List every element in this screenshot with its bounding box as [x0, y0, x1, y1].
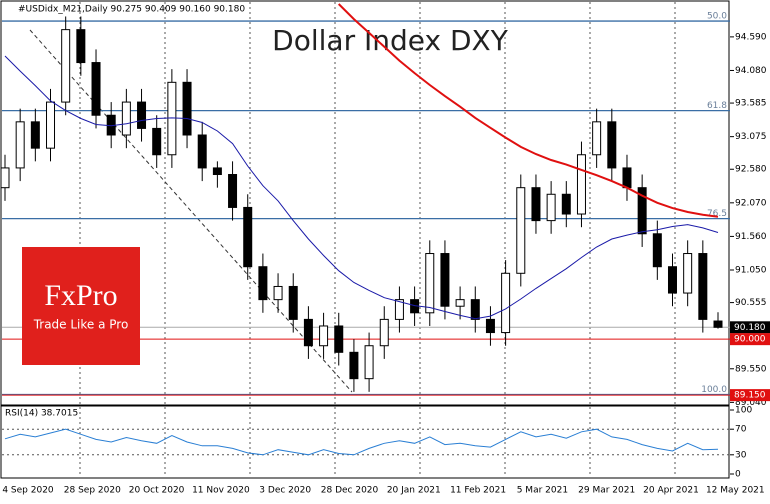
price-label-box: [730, 389, 770, 402]
candle-body: [0, 167, 10, 189]
candle-body: [592, 121, 602, 156]
candle-body: [30, 121, 40, 149]
candle-body: [531, 187, 541, 222]
candle-body: [698, 253, 708, 320]
candle-body: [455, 299, 465, 307]
candle-body: [561, 193, 571, 215]
vertical-grid: [79, 2, 676, 477]
candle-body: [303, 318, 313, 347]
x-tick-label: 20 Jan 2021: [387, 486, 441, 496]
y-tick-label: 91.050: [735, 266, 767, 276]
x-tick-label: 4 Sep 2020: [2, 486, 54, 496]
y-tick-label: 94.080: [735, 66, 767, 76]
rsi-label: RSI(14) 38.7015: [5, 409, 78, 419]
candle-body: [683, 253, 693, 294]
candle-body: [516, 187, 526, 274]
y-tick-label: 89.550: [735, 364, 767, 374]
logo-box: [22, 247, 140, 365]
candle-body: [470, 299, 480, 320]
candle-body: [243, 206, 253, 268]
candle-body: [319, 325, 329, 347]
rsi-panel: [0, 405, 730, 479]
candle-body: [546, 193, 556, 222]
fib-label: 61.8: [707, 101, 727, 111]
ma-line: [4, 55, 719, 320]
x-tick-label: 3 Dec 2020: [259, 486, 311, 496]
x-tick-label: 29 Mar 2021: [578, 486, 635, 496]
price-label-box: [730, 333, 770, 346]
candle-body: [288, 285, 298, 320]
candle-body: [713, 320, 723, 328]
candle-body: [212, 167, 222, 176]
logo-brand: FxPro: [44, 279, 117, 312]
y-tick-label: 91.560: [735, 232, 767, 242]
x-tick-label: 20 Oct 2020: [129, 486, 185, 496]
candle-body: [91, 62, 101, 116]
candle-body: [15, 121, 25, 169]
price-label: 90.180: [734, 323, 766, 333]
candle-body: [182, 81, 192, 136]
rsi-tick-label: 100: [735, 406, 752, 416]
candle-body: [228, 174, 238, 208]
candle-body: [394, 299, 404, 320]
ma-line: [4, 428, 719, 456]
candle-body: [349, 351, 359, 380]
candle-body: [622, 167, 632, 189]
candle-body: [667, 266, 677, 294]
candle-body: [197, 134, 207, 169]
rsi-tick-label: 0: [735, 470, 741, 480]
y-tick-label: 92.580: [735, 165, 767, 175]
price-label: 90.000: [734, 335, 766, 345]
x-tick-label: 5 Mar 2021: [517, 486, 568, 496]
y-tick-label: 94.590: [735, 32, 767, 42]
x-tick-label: 11 Nov 2020: [192, 486, 250, 496]
price-label: 89.150: [734, 391, 766, 401]
x-tick-label: 12 May 2021: [706, 486, 765, 496]
candle-body: [167, 81, 177, 156]
candle-body: [46, 101, 56, 149]
candle-body: [121, 101, 131, 136]
fib-label: 100.0: [701, 385, 727, 395]
candle-body: [61, 29, 71, 103]
x-tick-label: 20 Apr 2021: [643, 486, 699, 496]
candle-body: [440, 253, 450, 307]
candle-body: [258, 266, 268, 301]
candle-body: [607, 121, 617, 169]
y-tick-label: 93.075: [735, 132, 767, 142]
candle-body: [425, 253, 435, 314]
rsi-tick-label: 30: [735, 450, 747, 460]
y-tick-label: 90.555: [735, 298, 767, 308]
candle-body: [379, 318, 389, 347]
candle-body: [152, 127, 162, 156]
rsi-tick-label: 70: [735, 425, 747, 435]
y-tick-label: 93.585: [735, 99, 767, 109]
candle-body: [334, 325, 344, 353]
x-tick-label: 28 Sep 2020: [64, 486, 121, 496]
y-tick-label: 92.070: [735, 198, 767, 208]
candle-body: [637, 187, 647, 235]
fib-label: 76.5: [707, 209, 727, 219]
candle-body: [364, 345, 374, 380]
candle-body: [652, 233, 662, 268]
header: #USDidx_M21,Daily 90.275 90.409 90.160 9…: [18, 5, 245, 15]
ma-line: [337, 3, 719, 218]
x-tick-label: 11 Feb 2021: [450, 486, 506, 496]
price-label-box: [730, 321, 770, 334]
fib-label: 50.0: [707, 12, 727, 22]
candle-body: [76, 29, 86, 64]
candle-body: [576, 154, 586, 215]
candle-body: [273, 285, 283, 301]
candle-body: [485, 318, 495, 334]
candle-body: [501, 272, 511, 334]
y-tick-label: 89.040: [735, 398, 767, 408]
main-panel: [0, 0, 730, 406]
logo-slogan: Trade Like a Pro: [33, 318, 129, 332]
trend-line: [29, 29, 353, 393]
x-tick-label: 28 Dec 2020: [321, 486, 379, 496]
logo: FxPro Trade Like a Pro: [22, 247, 140, 365]
candle-body: [137, 101, 147, 129]
